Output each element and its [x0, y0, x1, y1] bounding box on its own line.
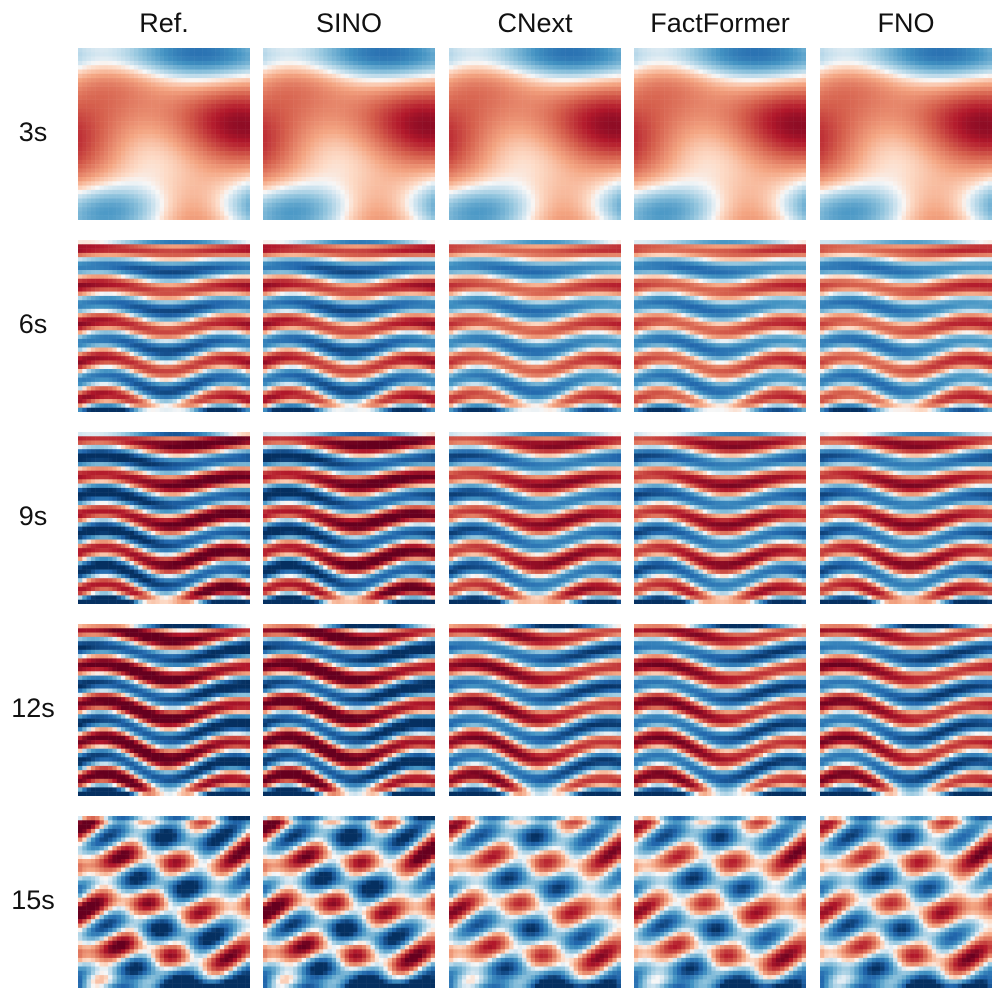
vorticity-field-image: [263, 48, 435, 220]
vorticity-field-image: [634, 432, 806, 604]
vorticity-field-image: [634, 624, 806, 796]
vorticity-field-image: [263, 240, 435, 412]
vorticity-field-image: [820, 240, 992, 412]
vorticity-field-image: [78, 816, 250, 988]
vorticity-field-image: [449, 48, 621, 220]
vorticity-field-image: [263, 816, 435, 988]
panel-r3-c3: [634, 624, 806, 796]
vorticity-field-image: [263, 432, 435, 604]
panel-r4-c2: [449, 816, 621, 988]
panel-r0-c2: [449, 48, 621, 220]
panel-r0-c3: [634, 48, 806, 220]
row-label-3: 12s: [0, 693, 66, 724]
panel-r0-c0: [78, 48, 250, 220]
panel-r0-c1: [263, 48, 435, 220]
panel-r1-c1: [263, 240, 435, 412]
panel-r1-c3: [634, 240, 806, 412]
vorticity-field-image: [820, 624, 992, 796]
vorticity-field-image: [263, 624, 435, 796]
panel-r3-c1: [263, 624, 435, 796]
panel-r2-c3: [634, 432, 806, 604]
column-header-4: FNO: [810, 6, 998, 40]
row-label-2: 9s: [0, 501, 66, 532]
vorticity-field-image: [78, 432, 250, 604]
panel-r4-c3: [634, 816, 806, 988]
panel-r4-c0: [78, 816, 250, 988]
panel-r4-c4: [820, 816, 992, 988]
panel-r1-c2: [449, 240, 621, 412]
vorticity-field-image: [449, 240, 621, 412]
column-header-2: CNext: [439, 6, 631, 40]
column-header-1: SINO: [253, 6, 445, 40]
vorticity-field-image: [449, 432, 621, 604]
panel-r0-c4: [820, 48, 992, 220]
panel-r3-c2: [449, 624, 621, 796]
vorticity-field-image: [820, 816, 992, 988]
row-label-0: 3s: [0, 117, 66, 148]
column-header-3: FactFormer: [624, 6, 816, 40]
vorticity-field-image: [449, 816, 621, 988]
vorticity-field-image: [78, 624, 250, 796]
vorticity-field-image: [449, 624, 621, 796]
row-label-1: 6s: [0, 309, 66, 340]
panel-r2-c2: [449, 432, 621, 604]
row-label-4: 15s: [0, 885, 66, 916]
column-header-0: Ref.: [68, 6, 260, 40]
panel-r2-c4: [820, 432, 992, 604]
panel-r2-c1: [263, 432, 435, 604]
panel-r2-c0: [78, 432, 250, 604]
panel-r3-c4: [820, 624, 992, 796]
vorticity-field-image: [634, 48, 806, 220]
vorticity-field-image: [634, 816, 806, 988]
vorticity-field-image: [78, 48, 250, 220]
panel-r1-c4: [820, 240, 992, 412]
vorticity-field-image: [78, 240, 250, 412]
vorticity-field-image: [820, 48, 992, 220]
panel-r3-c0: [78, 624, 250, 796]
vorticity-field-image: [634, 240, 806, 412]
panel-r1-c0: [78, 240, 250, 412]
panel-r4-c1: [263, 816, 435, 988]
vorticity-field-image: [820, 432, 992, 604]
